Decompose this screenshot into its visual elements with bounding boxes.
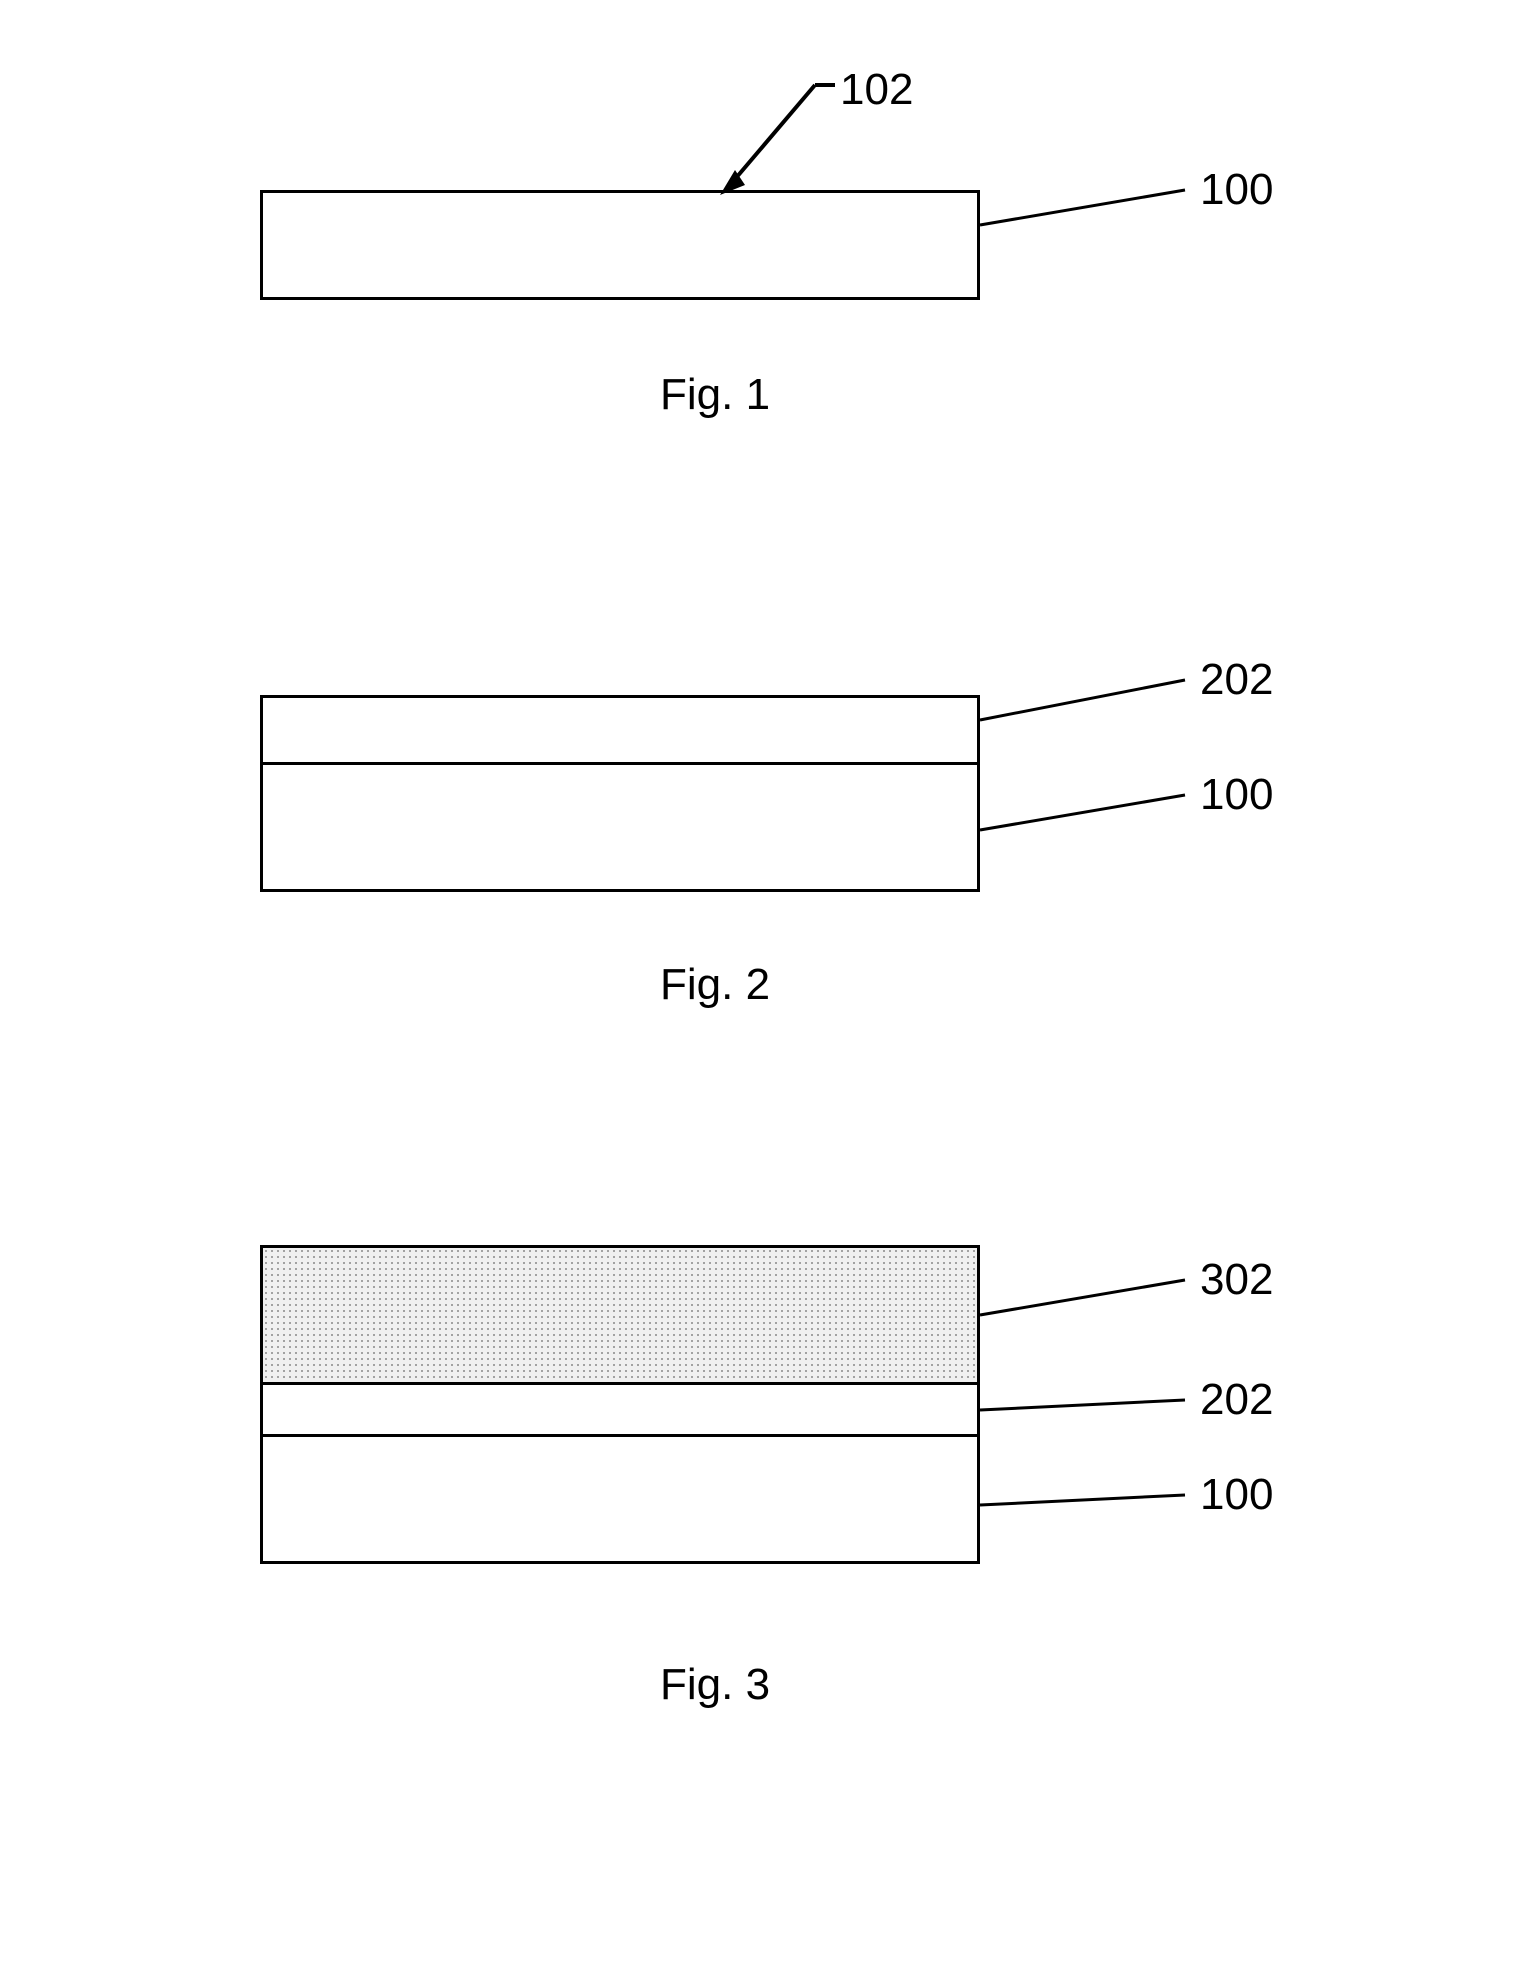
fig2-caption: Fig. 2	[660, 960, 770, 1010]
fig3-layer-100	[260, 1434, 980, 1564]
fig3-layer-302	[260, 1245, 980, 1385]
fig1-layer-100	[260, 190, 980, 300]
fig3-label-202: 202	[1200, 1375, 1273, 1425]
fig1-caption: Fig. 1	[660, 370, 770, 420]
fig2-label-100: 100	[1200, 770, 1273, 820]
fig3-label-100: 100	[1200, 1470, 1273, 1520]
fig2-layer-100	[260, 762, 980, 892]
fig2-label-202: 202	[1200, 655, 1273, 705]
fig1-label-100: 100	[1200, 165, 1273, 215]
fig1-arrow-label: 102	[840, 65, 913, 115]
fig3-layer-202	[260, 1382, 980, 1437]
fig3-label-302: 302	[1200, 1255, 1273, 1305]
fig2-layer-202	[260, 695, 980, 765]
fig3-caption: Fig. 3	[660, 1660, 770, 1710]
